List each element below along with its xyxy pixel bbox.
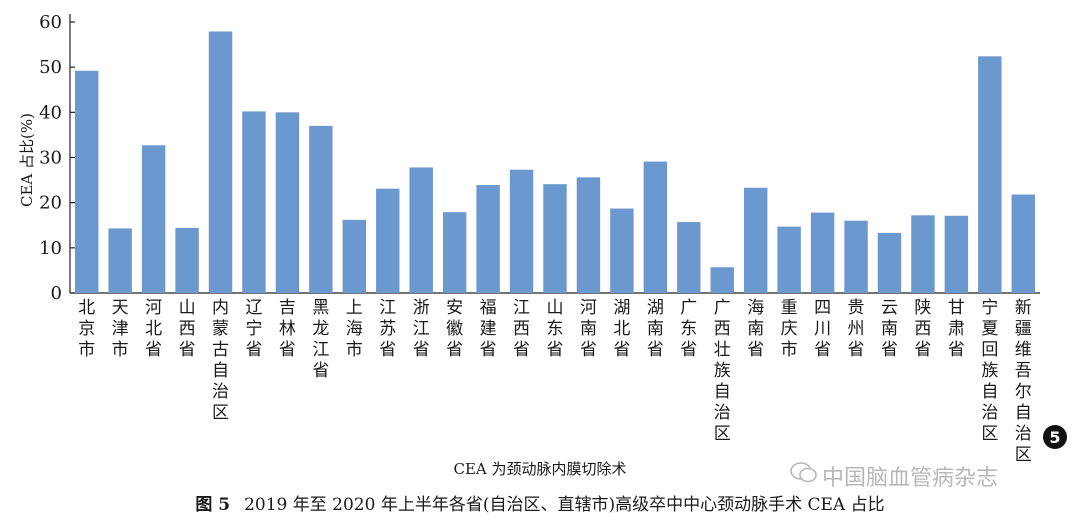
- x-tick-label: 新疆维吾尔自治区: [1015, 298, 1032, 465]
- bar: [978, 56, 1002, 294]
- bar: [743, 187, 768, 293]
- y-tick-label: 20: [39, 193, 62, 214]
- x-tick-label: 重庆市: [781, 298, 798, 360]
- x-tick-label: 山西省: [179, 298, 196, 360]
- bar: [610, 208, 634, 293]
- watermark: 中国脑血管病杂志: [790, 460, 998, 492]
- bar: [275, 112, 300, 293]
- x-tick-label: 福建省: [480, 298, 497, 360]
- x-tick-label: 浙江省: [413, 298, 430, 360]
- y-tick-label: 60: [39, 12, 62, 33]
- x-tick-labels: 北京市天津市河北省山西省内蒙古自治区辽宁省吉林省黑龙江省上海市江苏省浙江省安徽省…: [78, 298, 1032, 465]
- figure-number-badge: 5: [1043, 425, 1067, 449]
- bar: [309, 125, 333, 293]
- bar: [911, 215, 935, 293]
- caption-text: 2019 年至 2020 年上半年各省(自治区、直辖市)高级卒中中心颈动脉手术 …: [244, 495, 885, 515]
- x-tick-label: 贵州省: [848, 298, 865, 360]
- x-tick-label: 北京市: [78, 298, 95, 360]
- x-tick-label: 江西省: [513, 298, 530, 360]
- x-axis-title: CEA 为颈动脉内膜切除术: [453, 460, 626, 478]
- watermark-text: 中国脑血管病杂志: [822, 466, 999, 491]
- y-axis-title: CEA 占比(%): [18, 113, 36, 207]
- x-tick-label: 湖南省: [647, 298, 664, 360]
- bar: [543, 184, 567, 293]
- bar: [1011, 194, 1035, 293]
- x-tick-label: 河北省: [145, 298, 162, 360]
- x-tick-label: 广西壮族自治区: [714, 298, 731, 444]
- bar: [643, 161, 668, 293]
- bar: [108, 228, 132, 293]
- bar: [677, 222, 701, 293]
- bar: [810, 212, 835, 293]
- x-tick-label: 黑龙江省: [312, 298, 329, 381]
- bar: [442, 212, 467, 293]
- x-tick-label: 天津市: [112, 298, 129, 360]
- x-tick-label: 四川省: [814, 298, 831, 360]
- wechat-icon: [790, 462, 818, 490]
- x-tick-label: 湖北省: [613, 298, 630, 360]
- bar: [877, 232, 902, 293]
- x-tick-label: 海南省: [747, 298, 764, 360]
- bar: [944, 215, 969, 293]
- x-tick-label: 辽宁省: [245, 298, 262, 360]
- x-tick-label: 内蒙古自治区: [212, 298, 229, 423]
- bars: [75, 31, 1035, 294]
- x-tick-label: 陕西省: [914, 298, 931, 360]
- x-tick-label: 河南省: [580, 298, 597, 360]
- x-tick-label: 吉林省: [279, 298, 296, 360]
- caption-label: 图 5: [195, 495, 231, 515]
- bar: [342, 219, 367, 293]
- bar: [576, 177, 601, 293]
- bar: [409, 167, 433, 293]
- bar: [141, 145, 166, 293]
- y-tick-label: 10: [39, 238, 62, 259]
- x-tick-label: 江苏省: [379, 298, 396, 360]
- x-tick-label: 山东省: [547, 298, 564, 360]
- x-tick-label: 安徽省: [446, 298, 463, 360]
- bar: [476, 185, 500, 293]
- bar: [242, 111, 266, 294]
- y-tick-label: 50: [39, 57, 62, 78]
- figure-caption: 图 5 2019 年至 2020 年上半年各省(自治区、直辖市)高级卒中中心颈动脉…: [0, 490, 1080, 515]
- bar: [208, 31, 233, 294]
- bar: [710, 267, 734, 293]
- bar: [75, 70, 99, 293]
- bar: [777, 226, 801, 293]
- bar: [509, 169, 534, 293]
- x-tick-label: 上海市: [346, 298, 363, 360]
- y-tick-label: 30: [39, 148, 62, 169]
- y-tick-label: 40: [39, 102, 62, 123]
- bar: [844, 220, 868, 293]
- bar: [175, 227, 199, 293]
- x-tick-label: 甘肃省: [948, 298, 965, 360]
- x-tick-label: 云南省: [881, 298, 898, 360]
- bar: [376, 188, 400, 293]
- bar-chart: 0 10 20 30 40 50 60 北京市天津市河北省山西省内蒙古自治区辽宁省吉林省黑龙…: [18, 12, 1040, 478]
- y-tick-label: 0: [51, 283, 62, 304]
- x-tick-label: 宁夏回族自治区: [981, 298, 998, 444]
- x-tick-label: 广东省: [680, 298, 697, 360]
